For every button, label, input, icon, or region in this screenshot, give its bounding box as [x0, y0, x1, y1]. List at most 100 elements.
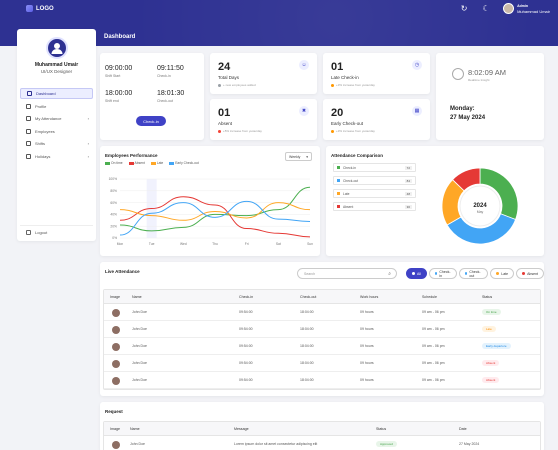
chevron-right-icon: ›: [87, 141, 89, 146]
search-input[interactable]: Search ⌕: [297, 268, 397, 279]
cell-schedule: 09 am - 06 pm: [422, 327, 445, 331]
stat-early-checkout: 20 Early Check-out +3% increase from yes…: [323, 99, 430, 140]
cell-out: 18:04:00: [300, 378, 314, 382]
stat-number: 24: [218, 61, 231, 73]
check-in-button[interactable]: Check-in: [136, 116, 166, 126]
cell-hours: 09 hours: [360, 361, 374, 365]
cell-in: 09:54:00: [239, 378, 253, 382]
table-row[interactable]: John Doe 09:54:00 18:04:00 09 hours 09 am - …: [104, 338, 540, 355]
cell-name: John Doe: [132, 327, 147, 331]
stat-sub: +5% increase from yesterday: [218, 129, 262, 133]
status-badge: Late: [482, 326, 496, 332]
cell-name: John Doe: [132, 378, 147, 382]
sidebar-item-profile[interactable]: Profile: [20, 101, 93, 112]
checkin-label: Check-in: [157, 74, 171, 78]
series-line-late: [119, 202, 311, 221]
performance-card: 100% 80% 60% 40% 20% 0% Mon Tue Wed Thu Fri Sat Sun …: [100, 146, 320, 256]
filter-check-in[interactable]: Check-in: [428, 268, 457, 279]
clock-time: 8:02:09 AM: [468, 68, 506, 77]
table-row[interactable]: John Doe 09:54:00 18:04:00 09 hours 09 am - …: [104, 304, 540, 321]
color-swatch: [337, 179, 340, 182]
sidebar-item-label: Employees: [35, 128, 55, 134]
profile-name: Muhammad Umair: [34, 62, 79, 68]
nav-icon: [26, 153, 31, 159]
user-menu[interactable]: Admin Muhammad Umair: [503, 3, 550, 14]
live-attendance-card: Live Attendance Search ⌕ All Check-in Check…: [100, 262, 544, 396]
status-badge: Absent: [482, 360, 500, 366]
search-icon: ⌕: [388, 271, 391, 277]
y-tick-label: 0%: [112, 236, 117, 240]
column-header: Status: [482, 294, 493, 299]
series-line-early-check-out: [119, 200, 311, 236]
brand-logo[interactable]: LOGO: [26, 5, 54, 12]
y-tick-label: 20%: [110, 224, 117, 228]
table-row[interactable]: John Doe 09:54:00 18:04:00 09 hours 09 am - …: [104, 372, 540, 389]
filter-late[interactable]: Late: [490, 268, 515, 279]
color-swatch: [337, 166, 340, 169]
user-name: Muhammad Umair: [517, 8, 550, 14]
period-select[interactable]: Weekly ▾: [285, 152, 312, 161]
donut-center: [459, 185, 501, 227]
comparison-title: Attendance Comparison: [331, 153, 384, 158]
filter-check-out[interactable]: Check-out: [458, 268, 489, 279]
x-tick-label: Sat: [276, 242, 281, 246]
table-row[interactable]: John Doe 09:54:00 18:04:00 09 hours 09 am - …: [104, 321, 540, 338]
legend-swatch: [169, 161, 175, 165]
sidebar-item-holidays[interactable]: Holidays ›: [20, 151, 93, 162]
filter-all[interactable]: All: [406, 268, 427, 279]
clock-search-icon: ◷: [412, 60, 422, 70]
column-header: Schedule: [422, 294, 437, 299]
series-line-on-time: [119, 186, 311, 232]
sidebar-item-label: Holidays: [35, 153, 51, 159]
nav-icon: [26, 116, 31, 121]
calendar-icon: ▦: [412, 106, 422, 116]
profile-role: UI/UX Designer: [40, 69, 73, 74]
column-header: Image: [110, 426, 120, 431]
comparison-row: Absent 30: [333, 202, 416, 211]
cell-out: 18:04:00: [300, 361, 314, 365]
dark-mode-icon[interactable]: ☾: [482, 4, 490, 13]
filter-dot: [522, 272, 526, 275]
cell-message: Lorem ipsum dolor sit amet consectetur a…: [234, 442, 318, 446]
logo-mark: [26, 5, 33, 12]
shift-end-time: 18:00:00: [105, 90, 133, 97]
x-tick-label: Mon: [117, 242, 124, 246]
stat-label: Early Check-out: [331, 121, 364, 126]
sidebar-item-label: My Attendance: [35, 116, 62, 121]
slice-absent: [452, 167, 481, 192]
comparison-row: Check-out 84: [333, 176, 416, 185]
color-swatch: [337, 192, 340, 195]
sidebar-item-label: Shifts: [35, 141, 46, 146]
sidebar-item-shifts[interactable]: Shifts ›: [20, 138, 93, 149]
table-row[interactable]: John Doe Lorem ipsum dolor sit amet conse…: [104, 436, 540, 450]
donut-center-value: 2024: [473, 203, 487, 209]
cell-out: 18:04:00: [300, 327, 314, 331]
user-role: Admin: [517, 3, 528, 8]
sidebar-item-my-attendance[interactable]: My Attendance ›: [20, 113, 93, 124]
color-swatch: [337, 205, 340, 208]
cell-name: John Doe: [130, 442, 145, 446]
table-row[interactable]: John Doe 09:54:00 18:04:00 09 hours 09 am - …: [104, 355, 540, 372]
stat-dot: [218, 129, 221, 133]
column-header: Status: [376, 426, 387, 431]
filter-absent[interactable]: Absent: [516, 268, 544, 279]
cell-name: John Doe: [132, 344, 147, 348]
cell-in: 09:54:00: [239, 310, 253, 314]
cell-date: 27 May 2024: [459, 442, 480, 446]
checkin-time: 09:11:50: [157, 65, 184, 72]
column-header: Name: [132, 294, 142, 299]
stat-absent: 01 Absent +5% increase from yesterday ✖: [210, 99, 317, 140]
stat-number: 20: [331, 107, 344, 119]
comparison-row: Late 48: [333, 189, 416, 198]
sidebar-item-dashboard[interactable]: Dashboard: [20, 88, 93, 99]
refresh-icon[interactable]: ↻: [460, 4, 468, 13]
stat-label: Absent: [218, 121, 233, 126]
chevron-right-icon: ›: [87, 116, 89, 121]
sidebar-item-employees[interactable]: Employees: [20, 126, 93, 137]
logout-button[interactable]: Logout: [20, 225, 93, 235]
stat-number: 01: [218, 107, 231, 119]
legend-item: Early Check-out: [169, 161, 199, 165]
cell-in: 09:54:00: [239, 327, 253, 331]
shift-card: 09:00:00 Shift Start 09:11:50 Check-in 1…: [100, 53, 204, 140]
